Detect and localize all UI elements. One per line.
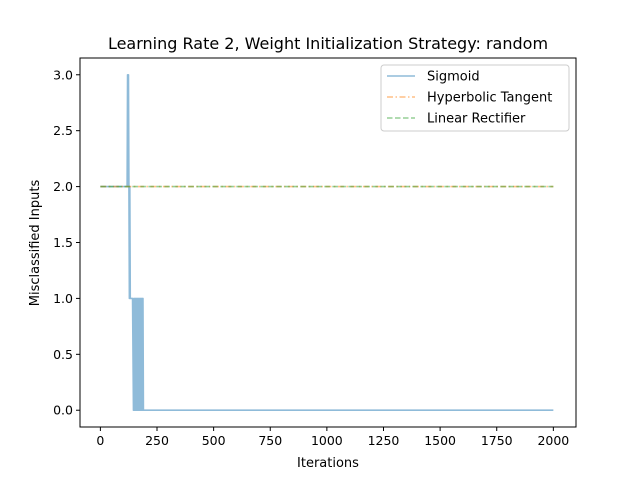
x-tick-label: 2000 (537, 433, 569, 448)
x-axis: 0 250 500 750 1000 1250 1500 1750 2000 (96, 427, 569, 448)
legend-label: Hyperbolic Tangent (427, 91, 552, 106)
x-axis-label: Iterations (297, 456, 359, 471)
y-tick-label: 0.5 (53, 347, 73, 362)
x-tick-label: 750 (258, 433, 282, 448)
y-tick-label: 1.5 (53, 235, 73, 250)
chart-title: Learning Rate 2, Weight Initialization S… (108, 34, 548, 53)
y-axis: 0.0 0.5 1.0 1.5 2.0 2.5 3.0 (53, 67, 80, 418)
x-tick-label: 1750 (481, 433, 513, 448)
legend-label: Sigmoid (427, 70, 480, 85)
series-layer (100, 73, 554, 412)
series-line-1 (100, 73, 554, 412)
y-tick-label: 1.0 (53, 291, 73, 306)
x-tick-label: 1500 (424, 433, 456, 448)
x-tick-label: 250 (145, 433, 169, 448)
x-tick-label: 1000 (311, 433, 343, 448)
x-tick-label: 500 (202, 433, 226, 448)
x-tick-label: 0 (96, 433, 104, 448)
legend: Sigmoid Hyperbolic Tangent Linear Rectifie… (380, 64, 570, 132)
y-axis-label: Misclassified Inputs (28, 180, 43, 307)
x-tick-label: 1250 (368, 433, 400, 448)
y-tick-label: 2.0 (53, 179, 73, 194)
y-tick-label: 2.5 (53, 123, 73, 138)
legend-label: Linear Rectifier (427, 112, 526, 127)
legend-box (380, 64, 570, 132)
y-tick-label: 0.0 (53, 403, 73, 418)
y-tick-label: 3.0 (53, 67, 73, 82)
